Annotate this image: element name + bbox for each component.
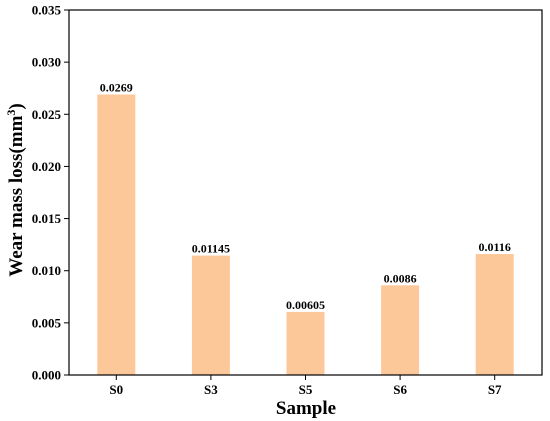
y-tick-label: 0.000 — [32, 368, 61, 383]
x-tick-label-s6: S6 — [393, 382, 407, 397]
axes-group: S0 S3 S5 S6 S7 0.000 0.005 0.010 0.015 0.020 0.025… — [32, 3, 543, 397]
y-axis-title-main: Wear mass loss(mm — [6, 115, 27, 276]
y-tick-label: 0.010 — [32, 263, 61, 278]
y-tick-label: 0.005 — [32, 315, 62, 330]
x-axis-title: Sample — [276, 398, 336, 419]
bar-s5 — [286, 311, 325, 375]
y-tick-label: 0.015 — [32, 211, 62, 226]
data-label-s7: 0.0116 — [479, 240, 511, 254]
y-tick-label: 0.025 — [32, 107, 62, 122]
bar-s6 — [381, 285, 420, 375]
x-tick-label-s5: S5 — [299, 382, 313, 397]
y-tick-label: 0.030 — [32, 55, 61, 70]
data-label-s3: 0.01145 — [192, 242, 230, 256]
y-tick-label: 0.020 — [32, 159, 61, 174]
x-tick-label-s7: S7 — [488, 382, 502, 397]
x-tick-label-s0: S0 — [109, 382, 123, 397]
data-label-s5: 0.00605 — [286, 298, 325, 312]
bar-s7 — [475, 254, 514, 375]
data-label-s6: 0.0086 — [384, 271, 417, 285]
bars-group — [97, 94, 514, 375]
bar-s0 — [97, 94, 136, 375]
data-labels-group: 0.0269 0.01145 0.00605 0.0086 0.0116 — [100, 80, 511, 311]
bar-s3 — [191, 255, 230, 375]
x-tick-label-s3: S3 — [204, 382, 218, 397]
y-axis-title: Wear mass loss(mm3) — [4, 103, 27, 276]
data-label-s0: 0.0269 — [100, 80, 133, 94]
y-axis-title-superscript: 3 — [4, 110, 18, 116]
y-tick-label: 0.035 — [32, 3, 62, 18]
y-axis-title-end: ) — [6, 103, 27, 109]
plot-frame — [68, 9, 543, 376]
